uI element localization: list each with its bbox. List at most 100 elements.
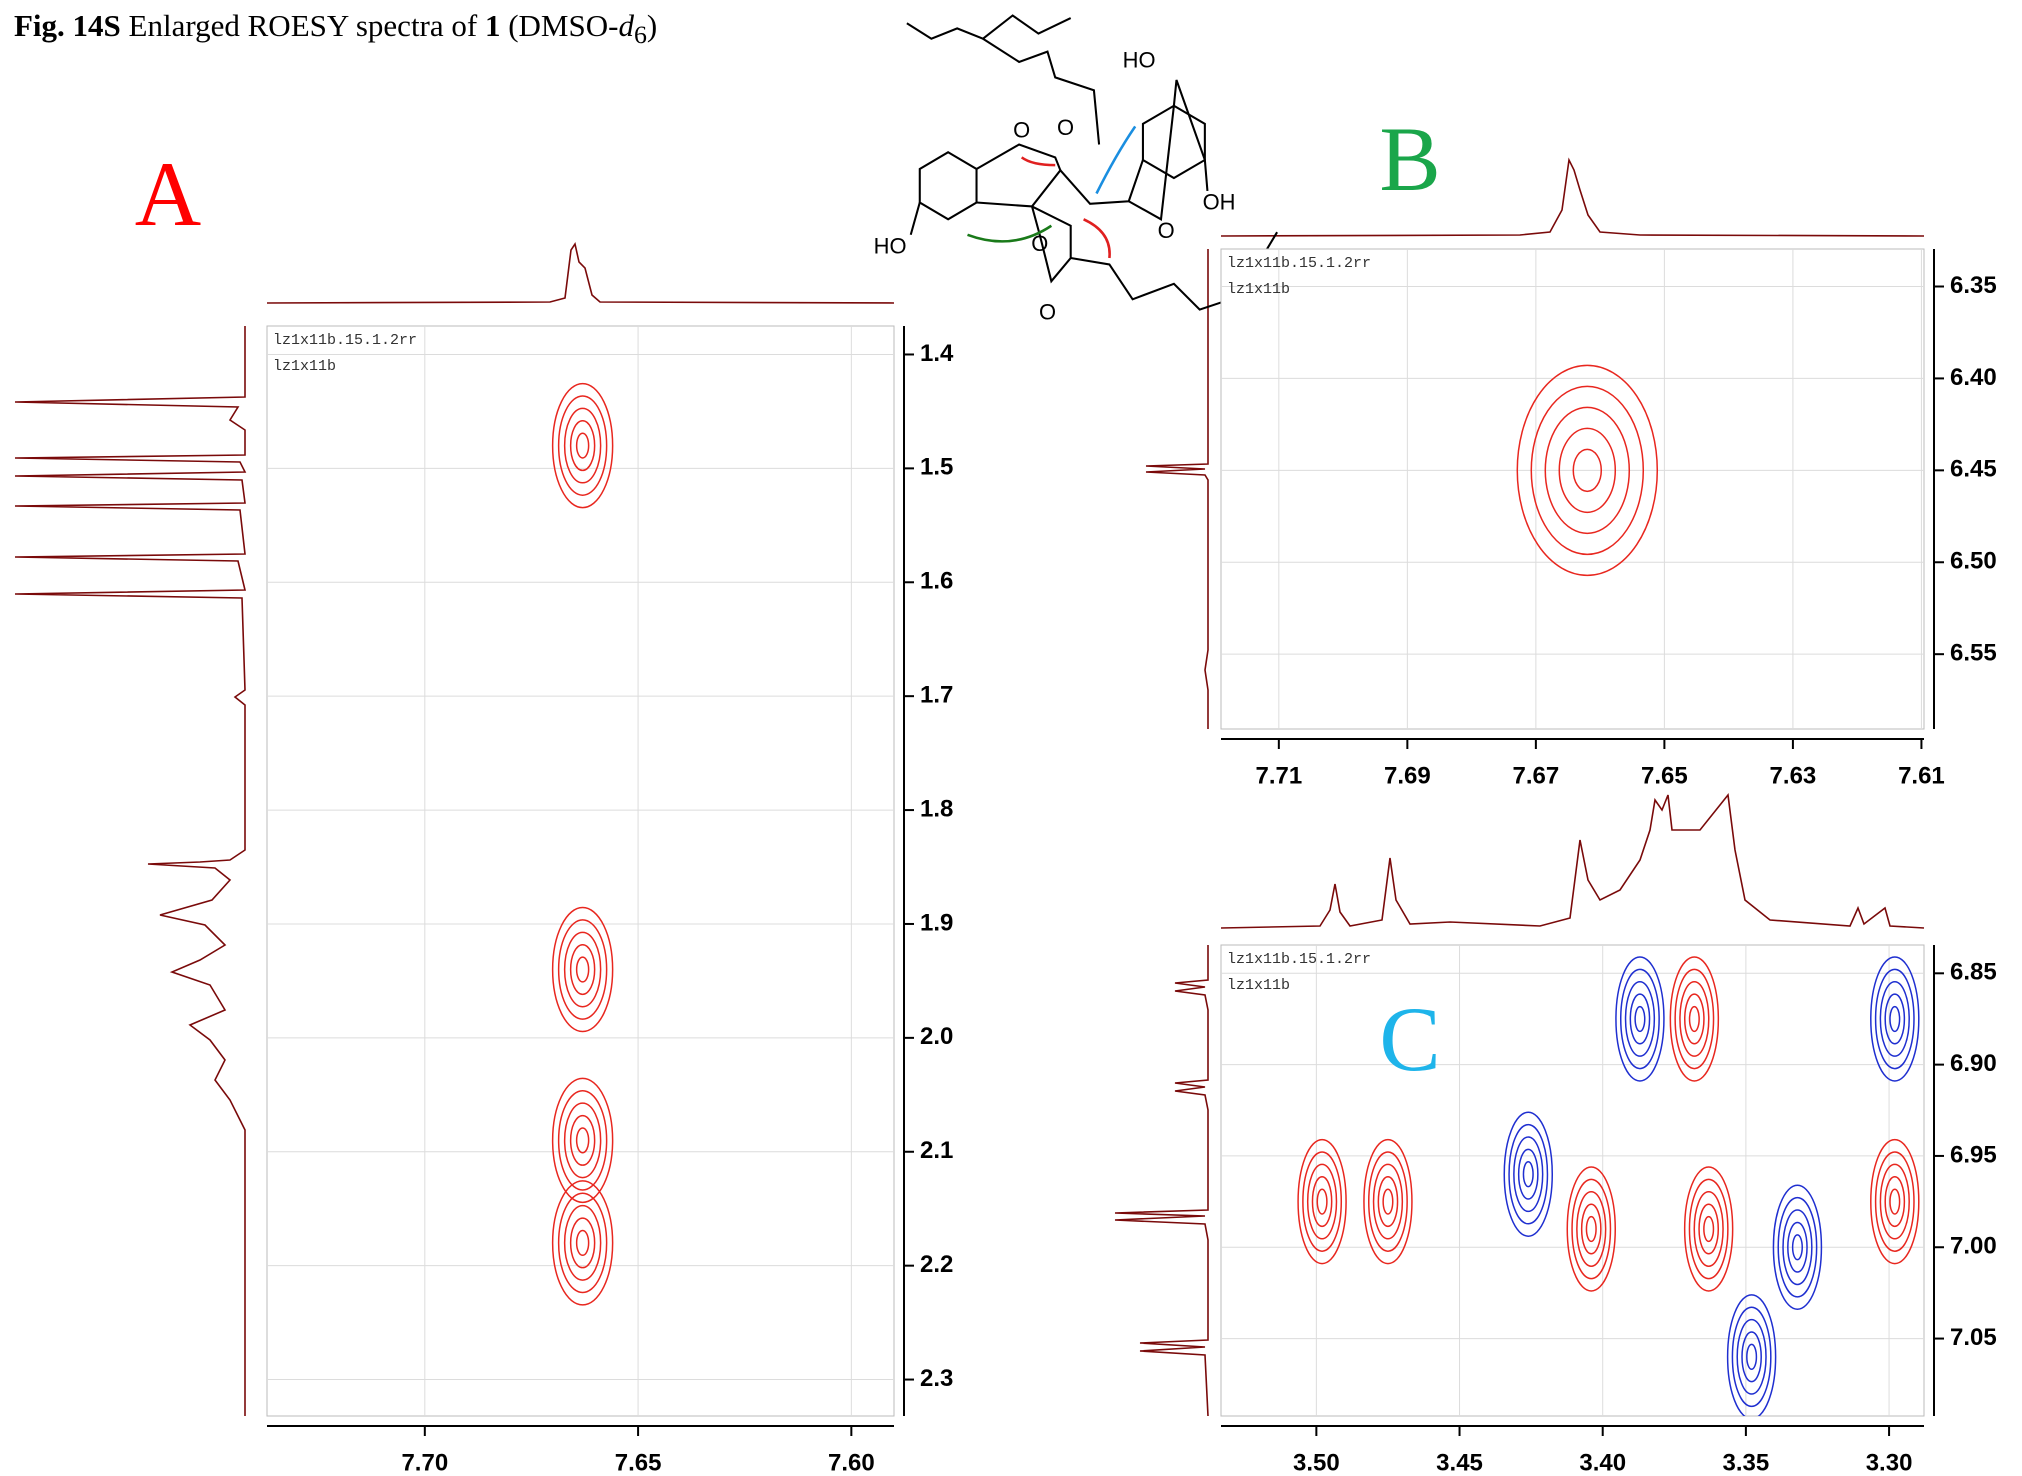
x-tick-label: 3.40	[1579, 1449, 1626, 1476]
atom-label: O	[1039, 299, 1056, 324]
solvent-subscript: 6	[633, 20, 647, 50]
y-tick-label: 6.85	[1950, 959, 1997, 986]
contour	[1698, 1203, 1720, 1255]
solvent-close: )	[646, 8, 658, 43]
bond	[909, 202, 921, 236]
x-tick-label: 7.67	[1513, 762, 1560, 789]
figure-title: Fig. 14S Enlarged ROESY spectra of 1 (DM…	[14, 8, 657, 50]
y-tick-label: 7.00	[1950, 1233, 1997, 1260]
trace	[1114, 945, 1209, 1417]
y-tick-label: 1.8	[920, 795, 953, 822]
compound: 1	[484, 8, 501, 43]
contours	[1516, 364, 1659, 577]
contour	[557, 1192, 608, 1294]
contour	[563, 931, 602, 1008]
contour	[1870, 1138, 1920, 1265]
y-tick-label: 1.9	[920, 909, 953, 936]
atom-label: O	[1031, 231, 1048, 256]
x-tick-label: 3.45	[1436, 1449, 1483, 1476]
contour	[1508, 1123, 1549, 1225]
contour	[1513, 1136, 1544, 1213]
trace	[1220, 157, 1925, 237]
dataset-name: lz1x11b	[1227, 281, 1290, 298]
dataset-name: lz1x11b.15.1.2rr	[273, 332, 417, 349]
x-tick-label: 7.70	[401, 1449, 448, 1476]
trace	[14, 326, 247, 1416]
bond	[906, 14, 1072, 40]
fig-number: Fig. 14S	[14, 8, 121, 43]
solvent-italic: d	[618, 8, 634, 43]
contour	[1669, 956, 1720, 1082]
x-tick-label: 7.61	[1898, 762, 1945, 789]
contour	[1367, 1151, 1408, 1252]
contour	[1693, 1191, 1724, 1267]
y-tick-label: 6.45	[1950, 456, 1997, 483]
contour	[1530, 385, 1645, 556]
contour	[1311, 1176, 1333, 1228]
trace	[1145, 249, 1209, 729]
y-tick-label: 6.40	[1950, 364, 1997, 391]
contour	[1688, 1178, 1729, 1280]
contour	[557, 1090, 608, 1191]
contour	[1726, 1294, 1777, 1416]
contour	[1558, 427, 1617, 514]
contour	[1884, 1176, 1906, 1228]
contour	[1703, 1215, 1715, 1243]
y-tick-label: 2.0	[920, 1023, 953, 1050]
contour	[1580, 1203, 1602, 1255]
contour	[575, 1229, 590, 1257]
panel-label: B	[1379, 108, 1440, 210]
correlation-arrow	[967, 224, 1053, 243]
y-tick-label: 1.4	[920, 340, 954, 367]
y-tick-label: 2.1	[920, 1137, 953, 1164]
contour	[1787, 1221, 1808, 1273]
contours	[551, 382, 614, 1306]
atom-label: O	[1057, 115, 1074, 140]
contour	[569, 420, 596, 472]
contour	[1772, 1184, 1823, 1311]
contour	[1736, 1318, 1767, 1395]
contour	[1297, 1138, 1347, 1265]
contour	[1576, 1191, 1607, 1267]
x-tick-label: 3.30	[1866, 1449, 1913, 1476]
contour	[1585, 1215, 1597, 1243]
y-tick-label: 6.55	[1950, 640, 1997, 667]
contour	[1377, 1176, 1399, 1228]
y-tick-label: 6.95	[1950, 1141, 1997, 1168]
contour	[575, 432, 590, 459]
contour	[569, 1217, 596, 1269]
contour	[1679, 981, 1710, 1057]
contour	[1879, 981, 1910, 1057]
contour	[1683, 993, 1705, 1045]
contour	[1624, 981, 1656, 1057]
y-tick-label: 2.2	[920, 1251, 953, 1278]
bond	[982, 37, 1101, 145]
title-text: Enlarged ROESY spectra of	[128, 8, 478, 43]
atom-label: HO	[1123, 48, 1156, 73]
contour	[1382, 1188, 1394, 1215]
trace	[1220, 793, 1925, 929]
x-tick-label: 7.69	[1384, 762, 1431, 789]
plot-frame	[1220, 944, 1925, 1417]
atom-label: OH	[1203, 190, 1236, 215]
contour	[563, 1102, 602, 1179]
correlation-arrow	[1095, 125, 1137, 195]
contour	[1503, 1111, 1554, 1237]
contour	[551, 382, 614, 509]
contour	[551, 1077, 614, 1204]
contour	[569, 943, 596, 996]
x-tick-label: 7.63	[1770, 762, 1817, 789]
contour	[1544, 406, 1631, 535]
contour	[557, 395, 608, 496]
contour	[1791, 1234, 1803, 1261]
contour	[1566, 1166, 1617, 1292]
contour	[1571, 1178, 1612, 1280]
x-tick-label: 3.35	[1723, 1449, 1770, 1476]
ring	[1141, 104, 1206, 180]
contour	[551, 906, 614, 1033]
contour	[1782, 1209, 1813, 1286]
contour	[1517, 1148, 1539, 1200]
dataset-name: lz1x11b	[1227, 977, 1290, 994]
dataset-name: lz1x11b	[273, 358, 336, 375]
atom-label: O	[1158, 218, 1175, 243]
